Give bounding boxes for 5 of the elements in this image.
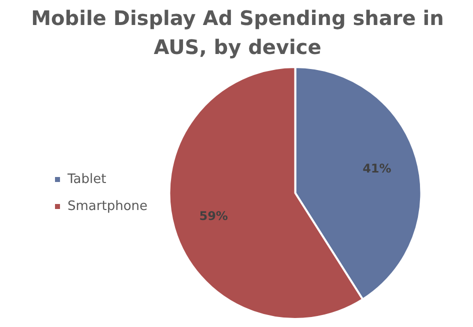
data-label: 59% [199, 208, 228, 223]
legend-label: Smartphone [68, 198, 148, 214]
data-label: 41% [362, 161, 392, 176]
legend-label: Tablet [66, 172, 106, 187]
chart-title: Mobile Display Ad Spending share in AUS, by device [30, 5, 445, 61]
